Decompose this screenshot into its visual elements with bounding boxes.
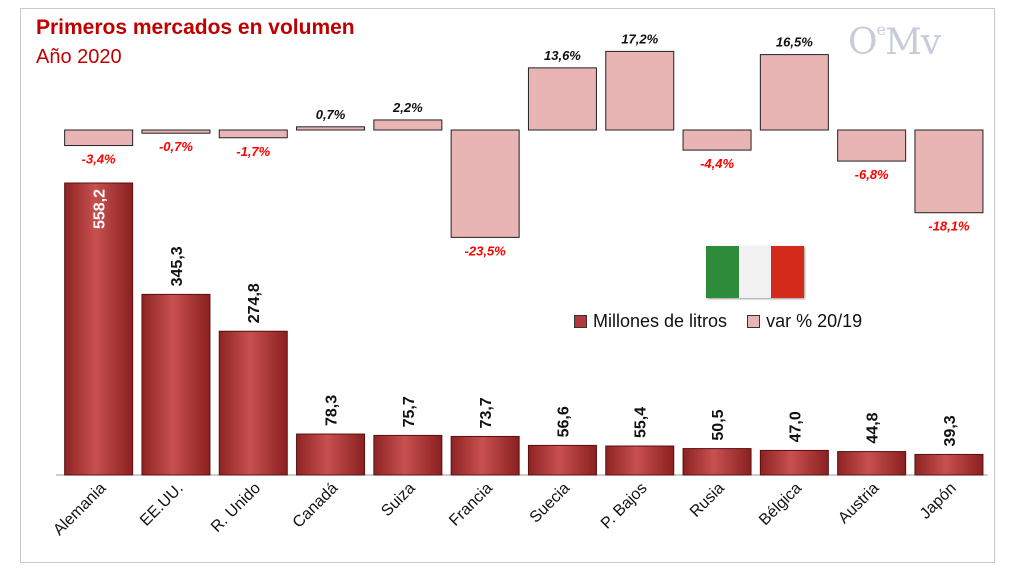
var-value-label: 13,6% [544,48,581,63]
legend-swatch-volume [574,315,587,328]
volume-bar [296,433,366,476]
volume-bar [837,451,907,476]
var-bar [605,50,675,131]
legend-item-var: var % 20/19 [747,311,862,332]
volume-value-label: 56,6 [555,406,572,437]
volume-value-label: 274,8 [246,283,263,323]
volume-value-label: 345,3 [169,246,186,286]
chart-frame [20,8,995,563]
x-tick-label: Francia [446,480,496,530]
var-bar [64,129,134,147]
var-bar [373,119,443,131]
var-value-label: -6,8% [855,167,889,182]
x-tick-label: EE.UU. [137,480,187,530]
var-value-label: 16,5% [776,35,813,50]
volume-bar [527,444,597,476]
x-tick-label: Suecia [527,480,574,527]
legend-label-var: var % 20/19 [766,311,863,331]
x-tick-label: Alemania [50,480,109,539]
volume-value-label: 44,8 [865,412,882,443]
x-tick-label: Suiza [378,480,418,520]
volume-bar [450,435,520,476]
volume-value-label: 47,0 [787,411,804,442]
volume-bar [759,449,829,476]
volume-value-label: 39,3 [942,415,959,446]
volume-value-label: 558,2 [92,189,109,229]
x-tick-label: Japón [917,480,960,523]
var-bar [296,126,366,131]
var-value-label: -0,7% [159,139,193,154]
var-bar [759,54,829,131]
chart-subtitle: Año 2020 [36,46,122,68]
chart-legend: Millones de litros var % 20/19 [574,311,882,332]
chart-title: Primeros mercados en volumen [36,16,355,39]
var-bar [141,129,211,134]
volume-value-label: 75,7 [401,396,418,427]
x-tick-label: Bélgica [756,480,805,529]
var-bar [682,129,752,151]
var-value-label: -18,1% [928,219,970,234]
italy-flag-icon [706,246,805,298]
volume-value-label: 73,7 [478,397,495,428]
volume-value-label: 78,3 [324,395,341,426]
legend-label-volume: Millones de litros [593,311,728,331]
volume-bar [682,448,752,476]
var-value-label: -23,5% [465,243,507,258]
var-value-label: -4,4% [700,156,734,171]
oemv-logo: OeMv [848,20,941,63]
var-bar [914,129,984,214]
x-tick-label: Canadá [290,480,342,532]
var-bar [218,129,288,139]
var-value-label: 2,2% [392,100,423,115]
var-bar [450,129,520,238]
var-value-label: -3,4% [82,152,116,167]
volume-value-label: 50,5 [710,409,727,440]
x-tick-label: Austria [835,480,882,527]
var-bar [837,129,907,162]
volume-value-label: 55,4 [633,407,650,438]
var-value-label: 0,7% [316,107,346,122]
x-tick-label: P. Bajos [598,480,651,533]
legend-item-volume: Millones de litros [574,311,727,332]
volume-bar [914,453,984,476]
volume-bar [605,445,675,476]
x-tick-label: R. Unido [208,480,264,536]
volume-bar [218,330,288,476]
volume-bar [64,182,134,476]
legend-swatch-var [747,315,761,328]
var-bar [527,67,597,131]
volume-bar [373,434,443,476]
x-tick-label: Rusia [687,480,728,521]
volume-bar [141,293,211,476]
var-value-label: -1,7% [236,144,270,159]
var-value-label: 17,2% [621,31,658,46]
